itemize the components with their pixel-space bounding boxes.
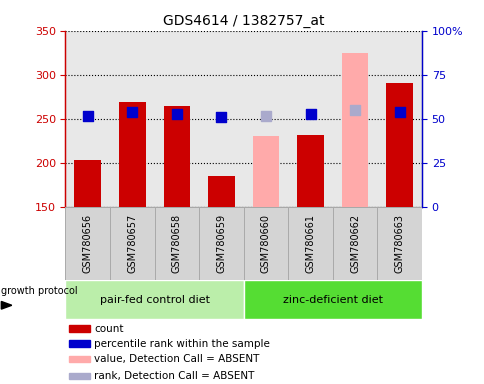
Text: growth protocol: growth protocol bbox=[1, 286, 78, 296]
Bar bbox=[243, 280, 421, 319]
Title: GDS4614 / 1382757_at: GDS4614 / 1382757_at bbox=[163, 14, 324, 28]
Bar bbox=[385, 83, 412, 207]
Bar bbox=[208, 175, 234, 207]
Text: percentile rank within the sample: percentile rank within the sample bbox=[94, 339, 269, 349]
Point bbox=[350, 107, 358, 113]
Text: GSM780661: GSM780661 bbox=[305, 214, 315, 273]
Bar bbox=[341, 53, 368, 207]
Text: GSM780663: GSM780663 bbox=[394, 214, 404, 273]
Bar bbox=[163, 106, 190, 207]
Text: GSM780659: GSM780659 bbox=[216, 214, 226, 273]
Text: rank, Detection Call = ABSENT: rank, Detection Call = ABSENT bbox=[94, 371, 254, 381]
Point bbox=[395, 109, 403, 115]
Point bbox=[84, 113, 91, 119]
Bar bbox=[110, 207, 154, 280]
Bar bbox=[252, 136, 279, 207]
Text: GSM780662: GSM780662 bbox=[349, 214, 359, 273]
Text: GSM780658: GSM780658 bbox=[171, 214, 182, 273]
Bar bbox=[69, 340, 90, 347]
Point bbox=[217, 114, 225, 120]
Point bbox=[306, 111, 314, 117]
Point bbox=[173, 111, 181, 117]
Bar bbox=[154, 207, 199, 280]
Bar bbox=[69, 325, 90, 332]
Text: count: count bbox=[94, 323, 123, 334]
Text: zinc-deficient diet: zinc-deficient diet bbox=[282, 295, 382, 305]
Bar bbox=[199, 207, 243, 280]
Text: pair-fed control diet: pair-fed control diet bbox=[99, 295, 209, 305]
Bar bbox=[65, 280, 243, 319]
Bar bbox=[69, 373, 90, 379]
Bar bbox=[119, 102, 145, 207]
Text: value, Detection Call = ABSENT: value, Detection Call = ABSENT bbox=[94, 354, 259, 364]
Bar bbox=[297, 135, 323, 207]
Bar bbox=[332, 207, 377, 280]
Text: GSM780660: GSM780660 bbox=[260, 214, 271, 273]
Bar bbox=[243, 207, 287, 280]
Point bbox=[128, 109, 136, 115]
Bar bbox=[377, 207, 421, 280]
Text: GSM780656: GSM780656 bbox=[83, 214, 92, 273]
Text: GSM780657: GSM780657 bbox=[127, 214, 137, 273]
Bar bbox=[65, 207, 110, 280]
Point bbox=[261, 113, 269, 119]
Bar bbox=[74, 160, 101, 207]
Bar bbox=[69, 356, 90, 362]
Polygon shape bbox=[1, 301, 12, 309]
Bar bbox=[287, 207, 332, 280]
